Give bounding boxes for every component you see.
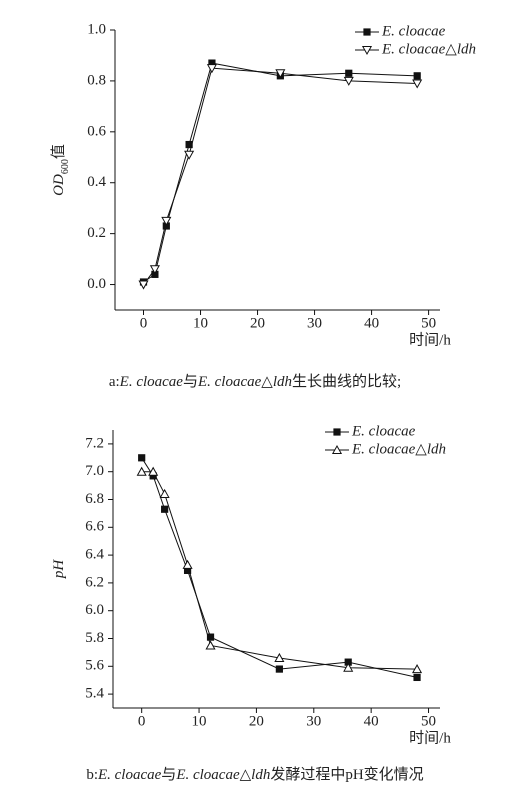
x-tick-label: 10 — [192, 713, 207, 729]
y-tick-label: 6.2 — [85, 574, 104, 590]
series-line — [141, 457, 418, 678]
marker — [331, 444, 343, 454]
marker — [185, 140, 193, 149]
marker — [162, 222, 170, 230]
y-tick-label: 5.4 — [85, 686, 104, 702]
marker — [413, 72, 421, 80]
y-axis-label: OD600值 — [50, 144, 70, 196]
y-label-part: pH — [51, 559, 67, 580]
x-tick-label: 10 — [193, 315, 208, 331]
caption-part: E. cloacae — [119, 374, 184, 390]
marker — [413, 673, 421, 682]
x-axis-label: 时间/h — [409, 331, 451, 348]
marker — [138, 280, 149, 290]
marker — [206, 64, 217, 74]
marker — [161, 216, 172, 226]
y-tick-label: 0.4 — [87, 174, 106, 190]
marker — [149, 265, 160, 275]
marker — [183, 566, 192, 574]
series-line — [141, 471, 418, 670]
marker — [159, 488, 170, 498]
legend-label: E. cloacae — [351, 423, 416, 439]
marker — [136, 466, 147, 476]
marker — [208, 59, 216, 67]
marker — [275, 69, 286, 79]
caption-part: b: — [86, 767, 98, 783]
legend-label: E. cloacae — [381, 23, 446, 39]
marker — [333, 428, 341, 436]
marker — [206, 633, 215, 641]
marker — [343, 76, 354, 86]
x-tick-label: 40 — [364, 315, 379, 331]
caption-part: E. cloacae — [97, 767, 162, 783]
y-tick-label: 1.0 — [87, 21, 106, 37]
series-line — [143, 67, 418, 285]
x-tick-label: 50 — [421, 315, 436, 331]
y-tick-label: 6.4 — [85, 547, 104, 563]
marker — [344, 658, 352, 666]
marker — [161, 505, 169, 513]
y-tick-label: 6.0 — [85, 602, 104, 618]
caption: a:E. cloacae与E. cloacae△ldh生长曲线的比较; — [109, 372, 401, 390]
marker — [343, 662, 354, 672]
marker — [182, 559, 193, 569]
x-tick-label: 50 — [421, 713, 436, 729]
x-tick-label: 0 — [138, 713, 146, 729]
y-label-part: 600 — [60, 159, 71, 174]
x-tick-label: 20 — [250, 315, 265, 331]
y-label-part: OD — [51, 174, 67, 196]
caption-part: 生长曲线的比较; — [292, 372, 401, 390]
x-tick-label: 40 — [364, 713, 379, 729]
y-tick-label: 5.6 — [85, 658, 104, 674]
marker — [361, 46, 373, 56]
y-tick-label: 0.8 — [87, 72, 106, 88]
y-tick-label: 7.0 — [85, 463, 104, 479]
marker — [205, 640, 216, 650]
caption-part: E. cloacae△ldh — [175, 767, 270, 783]
y-tick-label: 0.6 — [87, 123, 106, 139]
y-axis-label: pH — [51, 559, 67, 580]
marker — [151, 270, 159, 278]
x-tick-label: 20 — [249, 713, 264, 729]
marker — [149, 472, 157, 480]
marker — [411, 664, 423, 674]
legend-label: E. cloacae△ldh — [381, 41, 476, 57]
y-tick-label: 6.6 — [85, 519, 104, 535]
caption-part: E. cloacae△ldh — [197, 374, 292, 390]
y-tick-label: 0.0 — [87, 276, 106, 292]
y-tick-label: 7.2 — [85, 435, 104, 451]
x-tick-label: 30 — [306, 713, 321, 729]
y-tick-label: 5.8 — [85, 630, 104, 646]
x-tick-label: 30 — [307, 315, 322, 331]
y-label-part: 值 — [50, 144, 67, 159]
caption-part: 发酵过程中pH变化情况 — [270, 766, 423, 783]
x-axis-label: 时间/h — [409, 729, 451, 746]
marker — [184, 150, 195, 160]
series-line — [143, 62, 418, 283]
legend-label: E. cloacae△ldh — [351, 441, 446, 457]
y-tick-label: 0.2 — [87, 225, 106, 241]
marker — [275, 665, 283, 673]
marker — [148, 466, 159, 476]
marker — [138, 454, 146, 462]
caption: b:E. cloacae与E. cloacae△ldh发酵过程中pH变化情况 — [86, 766, 423, 783]
y-tick-label: 6.8 — [85, 491, 104, 507]
caption-part: a: — [109, 374, 120, 390]
marker — [274, 652, 285, 662]
caption-part: 与 — [183, 373, 198, 390]
caption-part: 与 — [161, 766, 176, 783]
marker — [345, 69, 353, 77]
marker — [363, 28, 371, 36]
x-tick-label: 0 — [140, 315, 148, 331]
marker — [412, 79, 423, 89]
